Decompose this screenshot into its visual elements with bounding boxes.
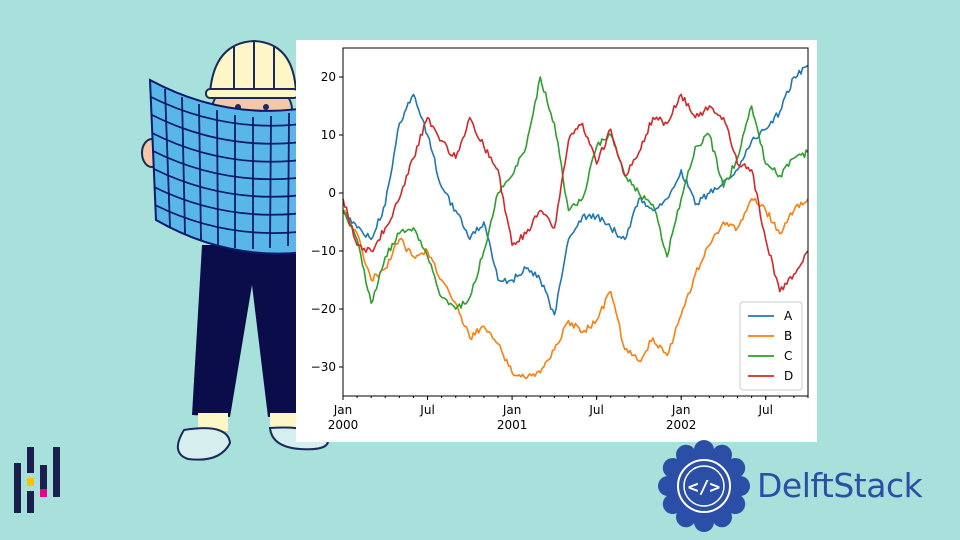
badge-glyph: </> [688,477,721,498]
legend-label: A [784,309,793,323]
y-tick-label: −20 [311,302,336,316]
legend-box [739,301,803,391]
series-layer [342,64,809,380]
right-eye [263,104,269,110]
x-tick-label: Jul [588,403,603,417]
x-tick-label: Jul [419,403,434,417]
left-sock [198,413,228,431]
y-tick-label: −10 [311,244,336,258]
y-tick-label: 10 [321,128,336,142]
trousers [192,245,302,417]
series-line-C [342,76,809,310]
brand-name: DelftStack [757,466,923,505]
axes-frame [342,47,809,397]
y-axis: 20 10 0 −10 −20 −30 [311,70,343,374]
series-line-D [342,93,809,293]
legend-label: B [784,329,792,343]
legend-label: D [784,369,793,383]
legend-label: C [784,349,792,363]
y-tick-label: 0 [328,186,336,200]
x-tick-year-label: 2000 [328,418,359,432]
x-tick-label: Jul [757,403,772,417]
series-line-A [342,64,809,316]
y-tick-label: −30 [311,360,336,374]
left-shoe [177,427,232,461]
right-sock [270,413,300,431]
y-tick-label: 20 [321,70,336,84]
plot-panel: 20 10 0 −10 −20 −30 Jan 2000 Jul Jan 2001 Jul Jan 20… [296,40,817,442]
x-tick-label: Jan [502,403,522,417]
x-tick-year-label: 2002 [666,418,697,432]
x-tick-label: Jan [333,403,353,417]
x-tick-label: Jan [671,403,691,417]
pandas-logo-icon [14,447,60,513]
x-tick-year-label: 2001 [497,418,528,432]
hard-hat-brim [205,88,299,99]
delftstack-code-badge-icon: </> [658,440,750,532]
series-line-B [342,197,809,380]
